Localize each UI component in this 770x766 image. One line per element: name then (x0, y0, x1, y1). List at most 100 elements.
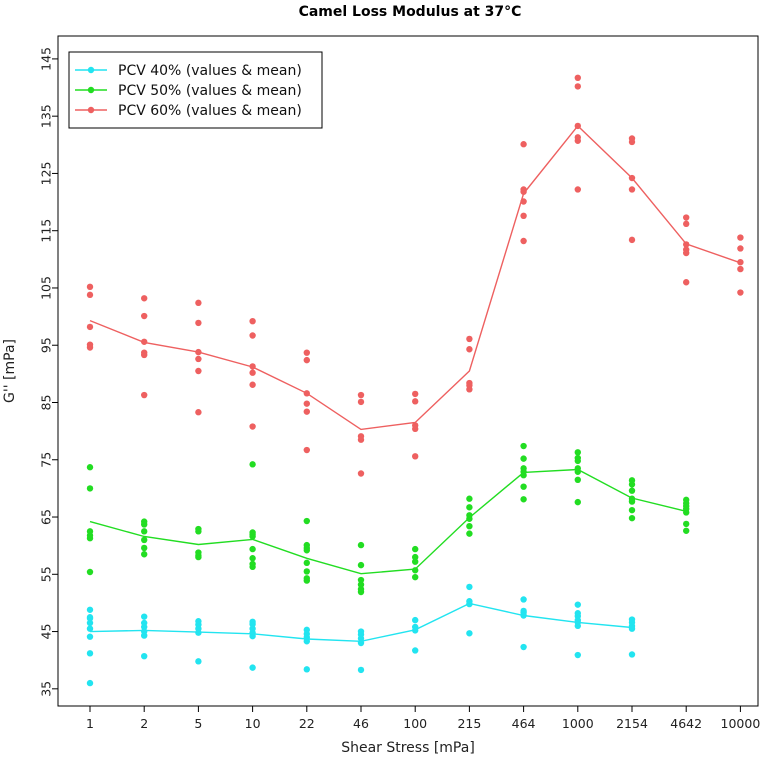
series-2-point (737, 258, 744, 266)
series-2-point (737, 234, 744, 241)
series-2-point (737, 265, 744, 273)
series-0-point (86, 614, 94, 621)
x-tick-label: 215 (457, 716, 481, 731)
series-2-point (466, 335, 473, 343)
y-tick-label: 115 (39, 219, 54, 243)
y-tick-label: 105 (39, 276, 54, 300)
series-0-point (195, 658, 202, 665)
series-0-point (574, 610, 581, 617)
series-1-point (628, 514, 636, 522)
series-2-point (303, 356, 310, 364)
series-2-point (520, 237, 527, 245)
x-axis: 1 2 5 10 22 46 100 215 464 1000 2154 4642 10000 (86, 706, 760, 731)
series-1-point (195, 525, 202, 533)
series-1-point (357, 576, 365, 584)
series-0-point (86, 625, 94, 632)
series-2-point (412, 398, 419, 405)
series-1-point (357, 585, 365, 593)
y-tick-label: 85 (39, 395, 54, 411)
series-1-point (141, 544, 148, 552)
x-tick-label: 5 (194, 716, 202, 731)
series-0 (86, 583, 636, 687)
series-2-point (574, 83, 581, 90)
series-0-point (141, 613, 148, 620)
series-0-point (574, 651, 581, 659)
series-0-point (141, 652, 148, 660)
series-1-point (141, 536, 148, 544)
series-2-point (195, 348, 202, 356)
x-tick-label: 464 (512, 716, 536, 731)
series-2-point (574, 186, 581, 193)
series-2-point (249, 423, 256, 430)
legend-marker-1 (87, 86, 95, 94)
legend-label-2: PCV 60% (values & mean) (118, 103, 302, 119)
series-2-point (249, 332, 256, 339)
series-1-point (249, 545, 256, 553)
series-2-point (303, 408, 310, 415)
series-2-point (357, 470, 365, 477)
series-2-point (195, 367, 202, 375)
series-2-point (303, 446, 310, 454)
series-1-point (86, 528, 94, 535)
series-0-point (86, 679, 94, 687)
series-1-point (357, 561, 365, 569)
series-1-point (520, 442, 527, 450)
series-1 (86, 442, 690, 596)
series-2-point (628, 186, 636, 193)
series-2-point (520, 212, 527, 220)
x-axis-label: Shear Stress [mPa] (341, 740, 475, 756)
series-1-point (86, 568, 94, 576)
series-2-point (357, 398, 365, 406)
series-1-point (141, 528, 148, 535)
series-0-point (466, 583, 473, 591)
series-0-point (466, 630, 473, 637)
series-1-point (195, 549, 202, 556)
series-0-point (141, 619, 148, 627)
series-1-point (466, 522, 473, 530)
series-1-point (628, 477, 636, 484)
series-2-point (357, 391, 365, 399)
series-2-point (412, 453, 419, 460)
series-2-point (141, 295, 148, 302)
series-1-point (303, 517, 310, 525)
series-0-point (86, 606, 94, 613)
series-2-point (86, 323, 94, 331)
series-1-point (466, 512, 473, 519)
series-1-point (628, 487, 636, 494)
series-1-point (574, 465, 581, 472)
series-0-point (412, 647, 419, 654)
series-2-point (195, 409, 202, 416)
series-2-point (249, 317, 256, 325)
x-tick-label: 100 (403, 716, 427, 731)
series-2-point (520, 198, 527, 205)
series-2-point (737, 289, 744, 296)
series-2-point (195, 355, 202, 363)
series-2-point (141, 312, 148, 320)
series-1-point (303, 541, 310, 549)
series-2-point (683, 241, 690, 248)
series-1-point (249, 529, 256, 536)
y-tick-label: 35 (39, 681, 54, 697)
series-2-point (628, 236, 636, 244)
series-2-point (466, 346, 473, 353)
series-1-point (574, 476, 581, 484)
series-1-point (574, 449, 581, 456)
legend-label-1: PCV 50% (values & mean) (118, 83, 302, 99)
series-2-point (86, 291, 94, 299)
series-2-point (249, 381, 256, 388)
legend: PCV 40% (values & mean) PCV 50% (values &… (68, 51, 323, 129)
series-1-point (303, 559, 310, 567)
series-1-point (141, 518, 148, 525)
series-2-point (303, 390, 310, 397)
x-tick-label: 10000 (721, 716, 761, 731)
series-0-point (357, 666, 365, 674)
x-tick-label: 10 (245, 716, 261, 731)
series-0-point (574, 601, 581, 608)
x-tick-label: 2154 (616, 716, 648, 731)
series-2-point (357, 433, 365, 440)
y-tick-label: 45 (39, 624, 54, 640)
series-1-point (249, 560, 256, 568)
series-1-point (520, 496, 527, 503)
series-0-point (412, 623, 419, 631)
series-2-point (412, 390, 419, 398)
